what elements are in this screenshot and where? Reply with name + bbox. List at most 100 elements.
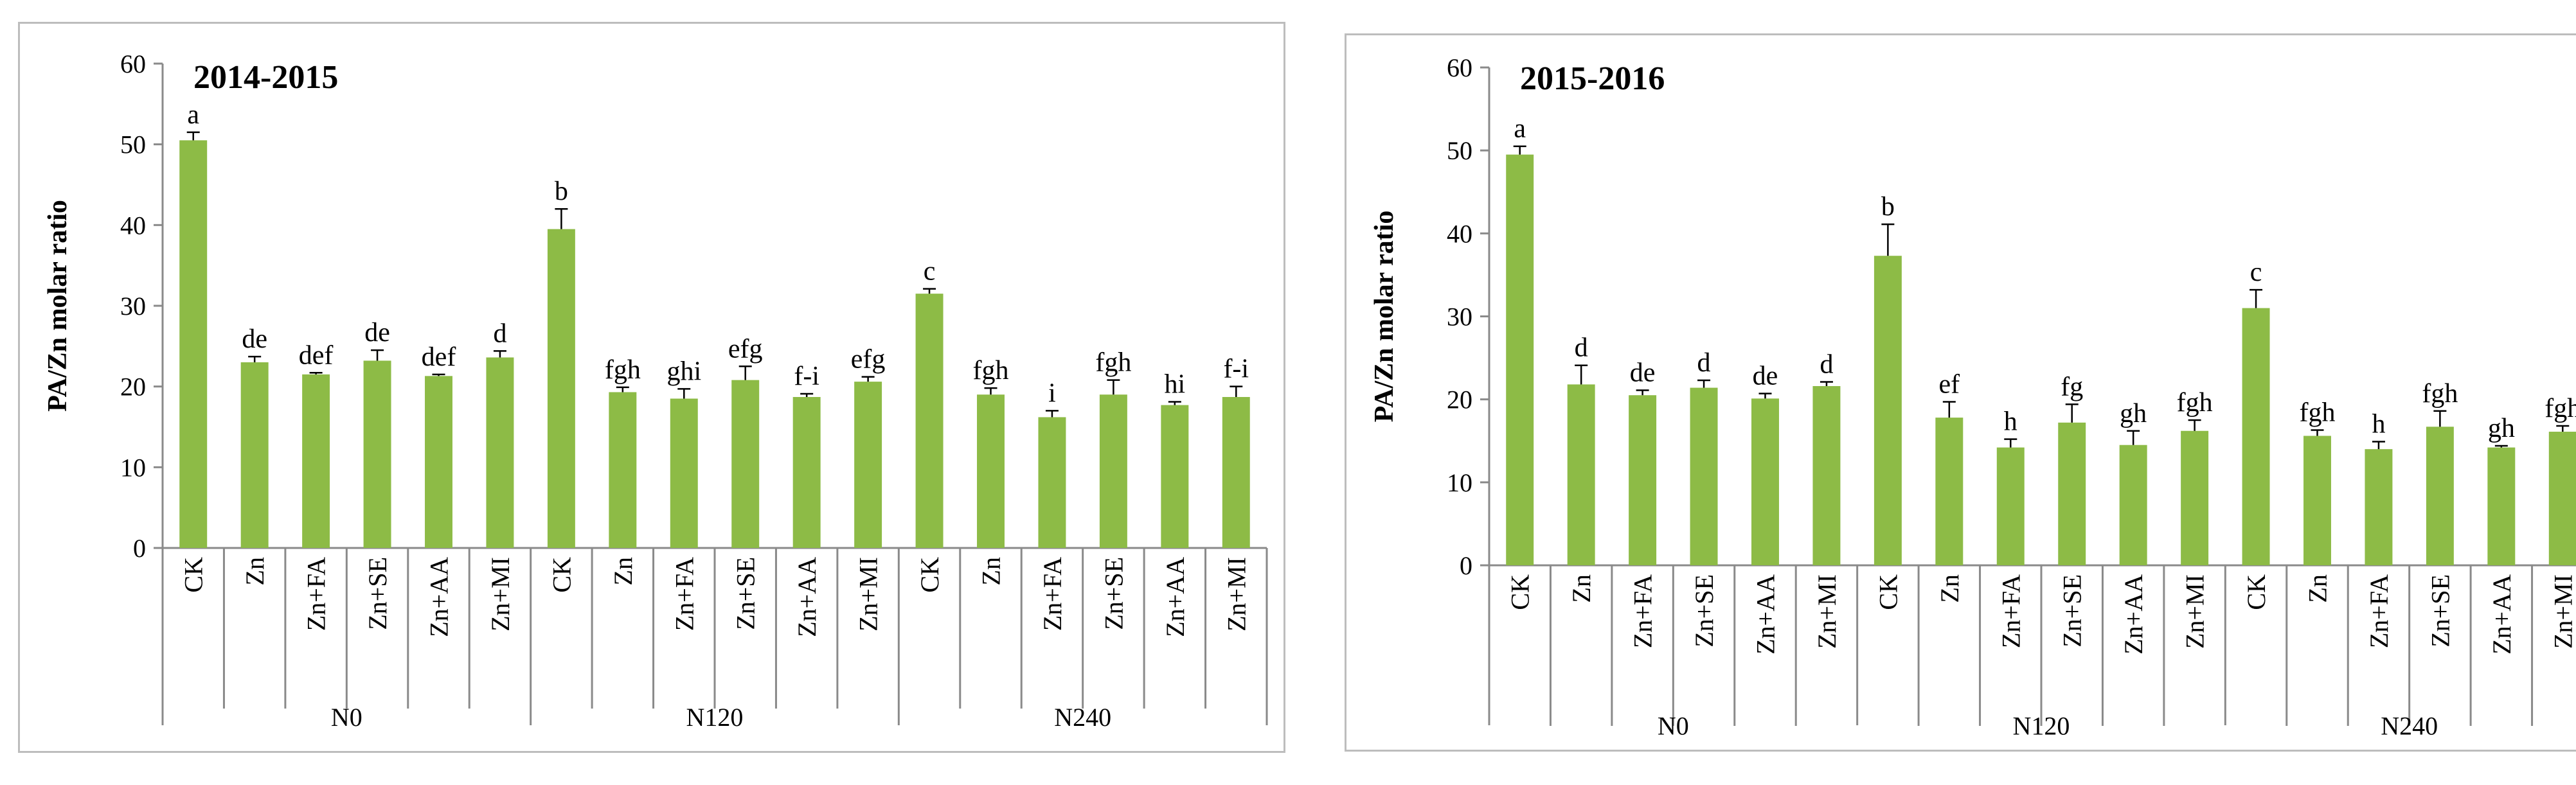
- significance-label: fgh: [2545, 394, 2576, 423]
- bar-N0-Zn+SE: [363, 360, 391, 548]
- significance-label: fgh: [605, 355, 641, 385]
- category-label: CK: [1506, 574, 1535, 610]
- category-label: Zn+FA: [1038, 557, 1067, 631]
- category-label: Zn+SE: [731, 557, 760, 630]
- significance-label: d: [493, 319, 506, 348]
- category-label: CK: [547, 557, 576, 593]
- bar-N120-Zn: [609, 392, 637, 548]
- significance-label: fgh: [2422, 379, 2458, 409]
- significance-label: i: [1048, 378, 1056, 408]
- significance-label: b: [1881, 192, 1895, 222]
- category-label: Zn+FA: [670, 557, 699, 631]
- category-label: Zn+FA: [302, 557, 331, 631]
- category-label: Zn+AA: [2119, 574, 2148, 655]
- significance-label: fgh: [2177, 388, 2213, 418]
- significance-label: hi: [1164, 370, 1185, 400]
- category-label: CK: [915, 557, 944, 593]
- y-tick-label: 10: [1447, 468, 1472, 497]
- group-label-N240: N240: [1054, 703, 1111, 732]
- bar-N0-Zn+AA: [1751, 398, 1779, 565]
- bar-N0-Zn+MI: [486, 357, 514, 548]
- category-label: Zn+SE: [2426, 574, 2455, 648]
- bar-N0-Zn+FA: [1629, 395, 1657, 565]
- y-tick-label: 30: [1447, 303, 1472, 331]
- significance-label: de: [1753, 362, 1778, 391]
- significance-label: h: [2372, 410, 2385, 439]
- significance-label: fgh: [973, 356, 1009, 385]
- y-tick-label: 10: [120, 453, 146, 482]
- bar-N0-Zn+AA: [425, 376, 452, 548]
- category-label: Zn+AA: [792, 557, 821, 637]
- category-label: Zn+MI: [2548, 574, 2576, 649]
- category-label: Zn+MI: [2181, 574, 2210, 649]
- category-label: Zn: [240, 557, 269, 585]
- significance-label: c: [2250, 258, 2262, 287]
- chart-panel-2015-2016: 2015-2016 PA/Zn molar ratio 0 10 20 30 40 50 60 a…: [1345, 33, 2576, 752]
- category-label: Zn+FA: [2365, 574, 2393, 648]
- bar-N240-CK: [2242, 308, 2270, 565]
- bar-N240-Zn+FA: [1038, 417, 1066, 548]
- group-label-N0: N0: [1658, 712, 1689, 741]
- y-tick-label: 60: [1447, 53, 1472, 82]
- category-label: Zn: [2303, 574, 2332, 603]
- category-label: Zn+AA: [425, 557, 454, 637]
- significance-label: def: [422, 342, 456, 372]
- bar-N0-Zn: [240, 362, 269, 548]
- significance-label: de: [1630, 358, 1656, 387]
- y-axis-label: PA/Zn molar ratio: [1370, 211, 1399, 423]
- category-label: Zn+SE: [1690, 574, 1719, 648]
- bar-N240-Zn+MI: [2548, 432, 2576, 565]
- category-label: Zn+SE: [1099, 557, 1128, 630]
- bar-chart-2015-2016: 2015-2016 PA/Zn molar ratio 0 10 20 30 40 50 60 a…: [1370, 53, 2576, 741]
- bar-N0-Zn+SE: [1690, 387, 1718, 565]
- bar-N120-Zn+MI: [2181, 430, 2209, 565]
- chart-title: 2015-2016: [1520, 60, 1665, 97]
- significance-label: f-i: [1223, 355, 1249, 384]
- category-label: Zn+AA: [1161, 557, 1190, 637]
- category-label: CK: [2242, 574, 2271, 610]
- bar-N240-Zn+AA: [1161, 405, 1189, 548]
- bar-N0-CK: [1506, 154, 1534, 565]
- bar-N0-Zn+FA: [302, 374, 330, 548]
- y-tick-label: 20: [120, 373, 146, 401]
- significance-label: d: [1697, 348, 1711, 378]
- chart-title: 2014-2015: [193, 59, 338, 96]
- category-label: Zn: [609, 557, 638, 585]
- bar-N120-Zn+AA: [2119, 445, 2147, 565]
- bar-N240-Zn+FA: [2365, 449, 2393, 565]
- category-label: Zn+MI: [1222, 557, 1251, 631]
- group-label-N120: N120: [2013, 712, 2070, 741]
- bar-N120-Zn+AA: [792, 397, 821, 548]
- bar-N240-CK: [915, 294, 944, 548]
- y-tick-label: 0: [1460, 551, 1472, 580]
- significance-label: h: [2004, 407, 2017, 437]
- significance-label: gh: [2120, 399, 2147, 428]
- category-label: Zn: [1567, 574, 1596, 603]
- bar-N120-Zn+FA: [670, 398, 698, 548]
- category-label: Zn+MI: [486, 557, 515, 631]
- significance-label: de: [242, 324, 267, 354]
- y-tick-label: 50: [1447, 136, 1472, 165]
- bar-N120-Zn+FA: [1996, 447, 2025, 565]
- significance-label: b: [555, 177, 568, 206]
- significance-label: fgh: [2300, 398, 2336, 427]
- category-label: Zn+AA: [2487, 574, 2516, 655]
- bar-chart-2014-2015: 2014-2015 PA/Zn molar ratio 0 10 20 30 40 50 60 a…: [43, 49, 1268, 732]
- y-tick-label: 0: [133, 534, 146, 563]
- category-label: Zn+MI: [1812, 574, 1841, 649]
- group-label-N0: N0: [331, 703, 362, 732]
- significance-label: ghi: [666, 357, 701, 386]
- y-tick-label: 50: [120, 130, 146, 159]
- significance-label: c: [924, 257, 936, 287]
- significance-label: de: [364, 318, 390, 348]
- significance-label: gh: [2488, 414, 2515, 443]
- significance-label: fgh: [1095, 348, 1131, 378]
- bar-N0-CK: [179, 140, 208, 549]
- category-label: Zn+MI: [854, 557, 883, 631]
- bar-N240-Zn+SE: [1099, 394, 1127, 548]
- bar-N120-CK: [1874, 256, 1902, 565]
- bar-N120-Zn+SE: [731, 380, 760, 548]
- significance-label: efg: [728, 334, 763, 364]
- y-tick-label: 60: [120, 49, 146, 78]
- bar-N120-CK: [547, 229, 575, 548]
